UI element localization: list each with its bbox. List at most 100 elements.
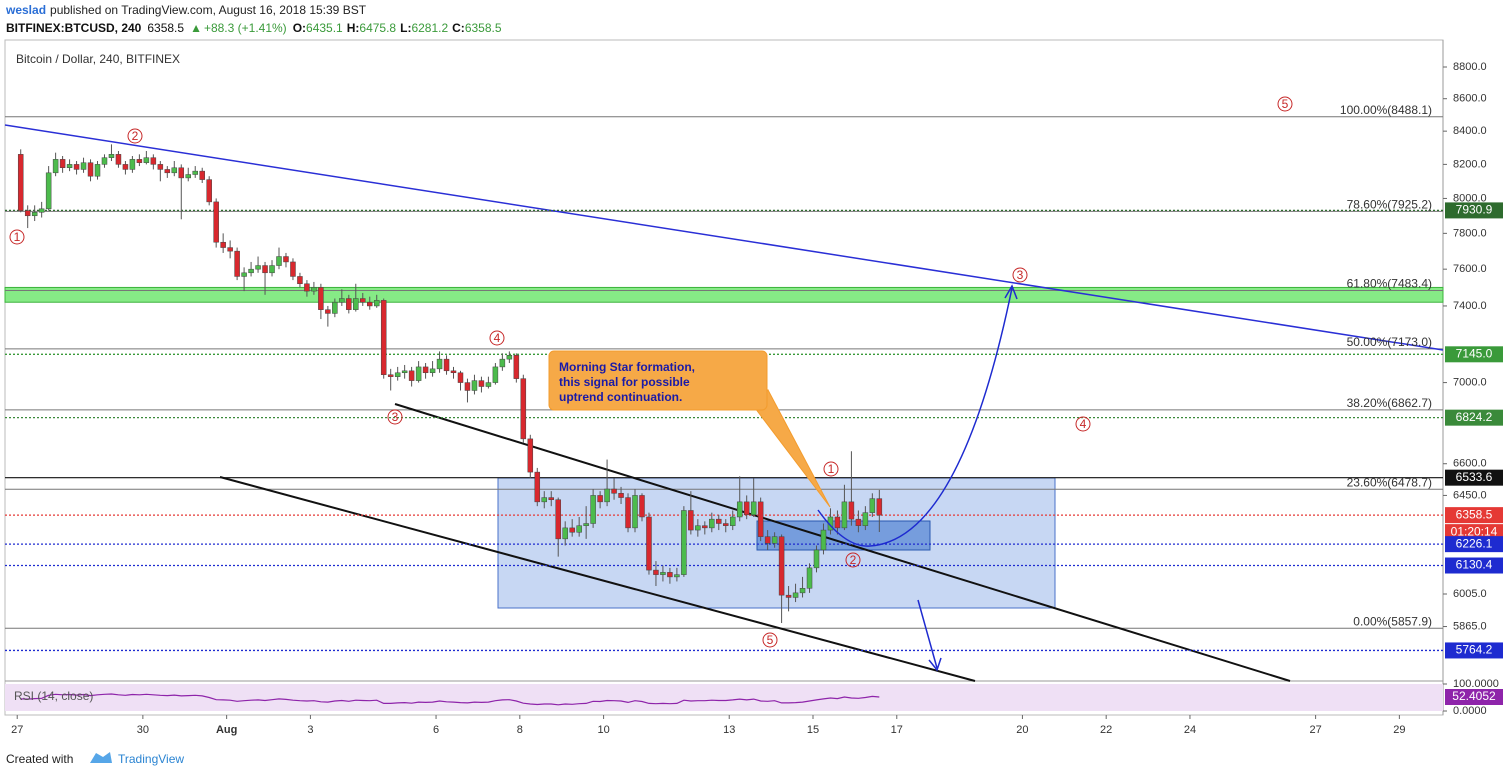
candle-body bbox=[848, 501, 855, 520]
candle-body bbox=[248, 268, 254, 274]
candle-body bbox=[457, 372, 464, 383]
candle-body bbox=[87, 162, 94, 177]
arrow-head bbox=[928, 657, 942, 672]
candle-body bbox=[611, 488, 617, 494]
price-tag bbox=[1445, 469, 1503, 486]
candle-body bbox=[764, 536, 771, 544]
candle-body bbox=[464, 382, 471, 391]
candle-body bbox=[653, 569, 659, 575]
candle-body bbox=[757, 501, 764, 537]
candle-body bbox=[255, 265, 261, 270]
fib-label: 100.00%(8488.1) bbox=[1340, 103, 1432, 117]
candle-body bbox=[150, 157, 157, 165]
author: weslad bbox=[5, 3, 46, 17]
y-tick-label: 8800.0 bbox=[1453, 61, 1487, 73]
candle-body bbox=[66, 164, 73, 169]
brand-logo bbox=[90, 752, 112, 763]
candle-body bbox=[346, 298, 352, 310]
candle-body bbox=[527, 438, 534, 473]
fib-label: 38.20%(6862.7) bbox=[1347, 396, 1432, 410]
candle-body bbox=[555, 499, 561, 540]
ohlc-value: 6475.8 bbox=[359, 21, 396, 35]
x-tick-label: 10 bbox=[597, 724, 609, 736]
symbol: BITFINEX:BTCUSD, 240 bbox=[6, 21, 142, 35]
x-tick-label: 6 bbox=[433, 724, 439, 736]
rsi-tag-label: 52.4052 bbox=[1452, 689, 1496, 703]
candle-body bbox=[199, 170, 205, 180]
y-tick-label: 7800.0 bbox=[1453, 227, 1487, 239]
candle-body bbox=[785, 594, 792, 598]
x-tick-label: 24 bbox=[1184, 724, 1196, 736]
axis-layer: 7930.97145.06824.26533.66358.501:20:1462… bbox=[11, 61, 1503, 736]
callout-box bbox=[548, 350, 768, 411]
symbol-line: BITFINEX:BTCUSD, 240 6358.5 ▲ +88.3 (+1.41%… bbox=[6, 21, 502, 35]
wave-label: 5 bbox=[767, 633, 774, 647]
candle-body bbox=[674, 574, 680, 578]
wave-label: 2 bbox=[132, 129, 139, 143]
candles-layer bbox=[17, 144, 883, 624]
candle-body bbox=[325, 309, 331, 314]
candle-body bbox=[443, 358, 450, 372]
price-tag-label: 6533.6 bbox=[1456, 470, 1493, 484]
ohlc-key: O: bbox=[293, 21, 306, 35]
wave-circle bbox=[127, 128, 143, 144]
wave-label: 2 bbox=[850, 553, 857, 567]
rsi-tick-label: 0.0000 bbox=[1453, 705, 1487, 717]
ohlc-value: 6281.2 bbox=[411, 21, 448, 35]
y-tick-label: 8400.0 bbox=[1453, 125, 1487, 137]
candle-body bbox=[380, 300, 387, 375]
x-tick-label: 15 bbox=[807, 724, 819, 736]
y-tick-label: 5865.0 bbox=[1453, 620, 1487, 632]
price-tag bbox=[1445, 202, 1503, 219]
candle-body bbox=[101, 157, 108, 165]
y-tick-label: 8200.0 bbox=[1453, 158, 1487, 170]
ohlc-value: 6358.5 bbox=[465, 21, 502, 35]
candle-body bbox=[353, 298, 359, 310]
wave-circle bbox=[823, 461, 839, 477]
candle-body bbox=[841, 501, 848, 529]
y-tick-label: 8000.0 bbox=[1453, 192, 1487, 204]
channel-line bbox=[394, 403, 1291, 682]
candle-body bbox=[855, 518, 862, 526]
candle-body bbox=[562, 527, 568, 540]
x-tick-label: 22 bbox=[1100, 724, 1112, 736]
ohlc-key: C: bbox=[452, 21, 465, 35]
candle-body bbox=[108, 154, 115, 158]
wave-label: 3 bbox=[392, 410, 399, 424]
candle-body bbox=[750, 501, 757, 516]
price-tag-label: 6226.1 bbox=[1456, 536, 1493, 550]
candle-body bbox=[695, 525, 701, 531]
x-tick-label: Aug bbox=[216, 724, 237, 736]
price-tag-label: 5764.2 bbox=[1456, 643, 1493, 657]
candle-body bbox=[143, 157, 150, 163]
down-arrow bbox=[917, 599, 938, 669]
candle-body bbox=[122, 164, 129, 170]
candle-body bbox=[709, 518, 715, 529]
candle-body bbox=[569, 527, 575, 533]
candle-body bbox=[436, 358, 443, 370]
resistance-zone bbox=[4, 286, 1444, 303]
candle-body bbox=[17, 154, 24, 211]
candle-body bbox=[485, 382, 492, 387]
candle-body bbox=[192, 170, 198, 175]
change: +88.3 (+1.41%) bbox=[204, 21, 287, 35]
candle-body bbox=[541, 497, 548, 503]
candle-body bbox=[269, 265, 275, 274]
fib-label: 23.60%(6478.7) bbox=[1347, 475, 1432, 489]
candle-body bbox=[625, 497, 631, 529]
x-tick-label: 17 bbox=[891, 724, 903, 736]
footer-brand: TradingView bbox=[118, 752, 184, 766]
ohlc-key: H: bbox=[347, 21, 360, 35]
last: 6358.5 bbox=[147, 21, 184, 35]
annotations-layer: 100.00%(8488.1) 78.60%(7925.2) 61.80%(7483… bbox=[9, 96, 1432, 706]
candle-body bbox=[373, 300, 380, 307]
footer-created: Created with bbox=[6, 752, 73, 766]
candle-body bbox=[394, 372, 401, 377]
price-tag bbox=[1445, 409, 1503, 426]
rsi-line bbox=[20, 693, 880, 706]
candle-body bbox=[429, 368, 436, 374]
candle-body bbox=[164, 169, 171, 174]
candle-body bbox=[869, 498, 876, 513]
